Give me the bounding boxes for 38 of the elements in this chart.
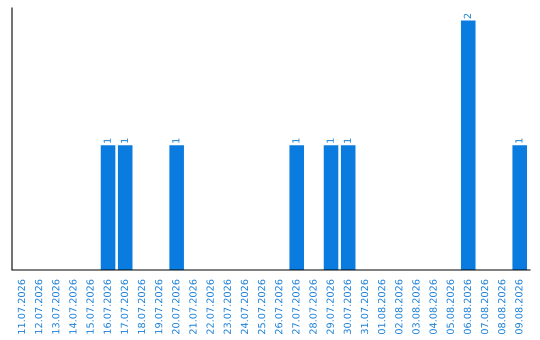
x-tick-label: 08.08.2026 <box>498 280 506 334</box>
x-tick-label: 06.08.2026 <box>464 280 472 334</box>
x-tick-label: 20.07.2026 <box>172 280 180 334</box>
x-tick-label: 01.08.2026 <box>378 280 386 334</box>
x-tick-label: 27.07.2026 <box>292 280 300 334</box>
x-tick-label: 05.08.2026 <box>446 280 454 334</box>
x-tick-label: 14.07.2026 <box>69 280 77 334</box>
data-label: 1 <box>344 138 351 143</box>
x-tick-label: 30.07.2026 <box>344 280 352 334</box>
x-tick-label: 26.07.2026 <box>275 280 282 334</box>
x-tick-label: 13.07.2026 <box>52 280 60 334</box>
x-tick-label: 31.07.2026 <box>360 280 368 334</box>
data-label: 1 <box>104 138 111 143</box>
x-tick-label: 09.08.2026 <box>515 280 523 334</box>
x-tick-label: 22.07.2026 <box>206 280 214 334</box>
x-tick-label: 23.07.2026 <box>224 280 231 334</box>
x-tick-label: 16.07.2026 <box>104 280 111 334</box>
x-tick-label: 21.07.2026 <box>189 280 197 334</box>
x-tick-label: 17.07.2026 <box>120 280 128 334</box>
x-tick-label: 15.07.2026 <box>86 280 94 334</box>
x-tick-label: 18.07.2026 <box>138 280 146 334</box>
data-label: 1 <box>120 138 128 143</box>
x-tick-label: 11.07.2026 <box>18 280 26 334</box>
x-tick-label: 29.07.2026 <box>326 280 334 334</box>
x-tick-label: 03.08.2026 <box>412 280 420 334</box>
x-tick-label: 02.08.2026 <box>395 280 402 334</box>
x-tick-label: 28.07.2026 <box>309 280 317 334</box>
data-label: 2 <box>464 14 471 18</box>
data-label: 1 <box>172 138 180 143</box>
data-label: 1 <box>292 138 300 143</box>
x-tick-label: 24.07.2026 <box>240 280 248 334</box>
x-tick-label: 19.07.2026 <box>154 280 162 334</box>
data-label: 1 <box>515 138 522 143</box>
x-tick-label: 07.08.2026 <box>480 280 488 334</box>
data-label: 1 <box>326 138 334 143</box>
x-tick-label: 04.08.2026 <box>429 280 437 334</box>
x-tick-label: 25.07.2026 <box>258 280 266 334</box>
x-tick-label: 12.07.2026 <box>34 280 42 334</box>
